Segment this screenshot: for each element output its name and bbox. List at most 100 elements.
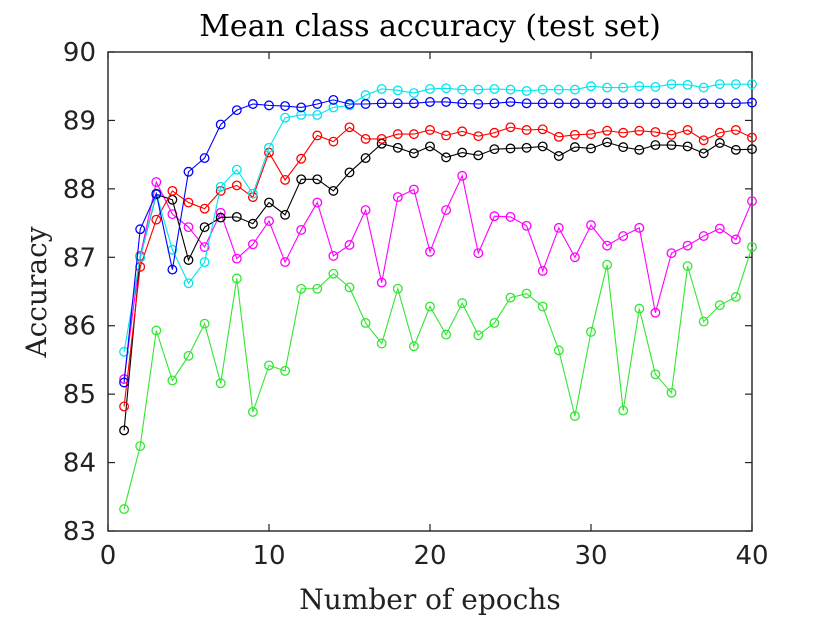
data-point-red	[747, 132, 757, 143]
chart-title: Mean class accuracy (test set)	[199, 9, 661, 44]
data-point-red	[457, 126, 468, 137]
data-point-blue	[264, 100, 274, 111]
data-point-cyan	[328, 102, 339, 113]
data-point-red	[634, 125, 645, 136]
data-point-black	[730, 144, 741, 155]
data-point-cyan	[489, 84, 500, 94]
data-point-black	[408, 148, 419, 159]
data-point-blue	[392, 98, 403, 109]
data-point-magenta	[264, 216, 274, 226]
data-point-red	[328, 136, 339, 147]
data-point-magenta	[634, 222, 645, 233]
data-point-blue	[135, 224, 146, 235]
data-point-cyan	[634, 81, 645, 92]
data-point-blue	[666, 98, 677, 109]
data-point-red	[296, 153, 307, 164]
data-point-red	[553, 131, 564, 142]
data-point-black	[328, 185, 339, 196]
data-point-blue	[328, 94, 339, 105]
data-point-cyan	[215, 181, 226, 192]
data-point-black	[312, 174, 323, 185]
data-point-magenta	[199, 242, 210, 252]
data-point-blue	[167, 264, 178, 275]
data-point-magenta	[698, 231, 709, 242]
data-point-green	[747, 242, 757, 252]
series-line-blue	[123, 99, 753, 383]
data-point-black	[489, 144, 500, 155]
data-point-red	[344, 122, 355, 133]
data-point-blue	[521, 98, 532, 109]
data-point-blue	[698, 98, 709, 109]
data-point-green	[199, 318, 210, 329]
data-point-green	[167, 375, 178, 386]
data-point-magenta	[521, 220, 532, 231]
data-point-blue	[360, 99, 371, 109]
data-point-cyan	[312, 110, 323, 120]
data-point-red	[521, 125, 532, 135]
data-point-green	[602, 259, 613, 270]
data-point-red	[360, 133, 371, 144]
data-point-magenta	[392, 192, 403, 203]
data-point-green	[312, 283, 323, 294]
data-point-red	[537, 124, 548, 135]
y-tick-label: 86	[63, 312, 96, 342]
data-point-black	[682, 141, 693, 152]
data-point-green	[296, 283, 307, 294]
data-point-red	[473, 131, 484, 142]
data-point-blue	[747, 97, 757, 108]
data-point-cyan	[247, 188, 258, 199]
data-point-blue	[489, 98, 500, 109]
data-point-magenta	[505, 211, 516, 222]
data-point-green	[344, 282, 355, 293]
data-point-magenta	[296, 224, 307, 235]
data-point-magenta	[489, 211, 500, 222]
data-point-magenta	[602, 240, 613, 251]
data-point-cyan	[505, 84, 516, 95]
data-point-blue	[408, 98, 419, 109]
data-point-blue	[602, 98, 613, 109]
data-point-magenta	[457, 170, 468, 181]
data-point-cyan	[650, 81, 661, 92]
data-point-red	[650, 127, 661, 138]
data-point-magenta	[682, 240, 693, 251]
y-tick-label: 90	[63, 38, 96, 68]
x-tick-label: 30	[574, 541, 607, 571]
y-tick-label: 87	[63, 243, 96, 273]
data-point-magenta	[473, 248, 484, 259]
data-point-red	[569, 129, 580, 140]
y-tick-label: 84	[63, 449, 96, 479]
data-point-green	[425, 301, 435, 312]
series-line-black	[123, 141, 753, 431]
data-point-cyan	[569, 84, 580, 95]
data-point-cyan	[747, 79, 757, 90]
x-tick-label: 20	[413, 541, 446, 571]
data-point-black	[553, 151, 564, 161]
data-point-cyan	[602, 82, 613, 93]
data-point-magenta	[280, 257, 291, 268]
x-tick-label: 40	[735, 541, 768, 571]
data-point-cyan	[296, 110, 307, 120]
data-point-green	[408, 341, 419, 352]
data-point-green	[457, 298, 468, 309]
data-point-blue	[215, 119, 226, 130]
data-point-blue	[505, 97, 516, 107]
data-point-blue	[296, 102, 307, 113]
data-point-black	[473, 150, 484, 161]
series-line-green	[123, 246, 753, 510]
data-point-black	[586, 143, 596, 154]
data-point-black	[199, 222, 210, 233]
data-point-cyan	[473, 84, 484, 95]
data-point-black	[521, 142, 532, 153]
data-point-green	[280, 365, 291, 376]
data-point-blue	[457, 98, 468, 109]
data-point-green	[618, 405, 629, 416]
data-point-green	[376, 338, 387, 349]
data-point-cyan	[119, 346, 130, 357]
data-point-green	[634, 303, 645, 314]
data-point-green	[328, 268, 339, 279]
data-point-green	[650, 369, 661, 380]
data-point-blue	[441, 97, 452, 107]
data-point-black	[634, 144, 645, 155]
data-point-green	[730, 292, 741, 302]
